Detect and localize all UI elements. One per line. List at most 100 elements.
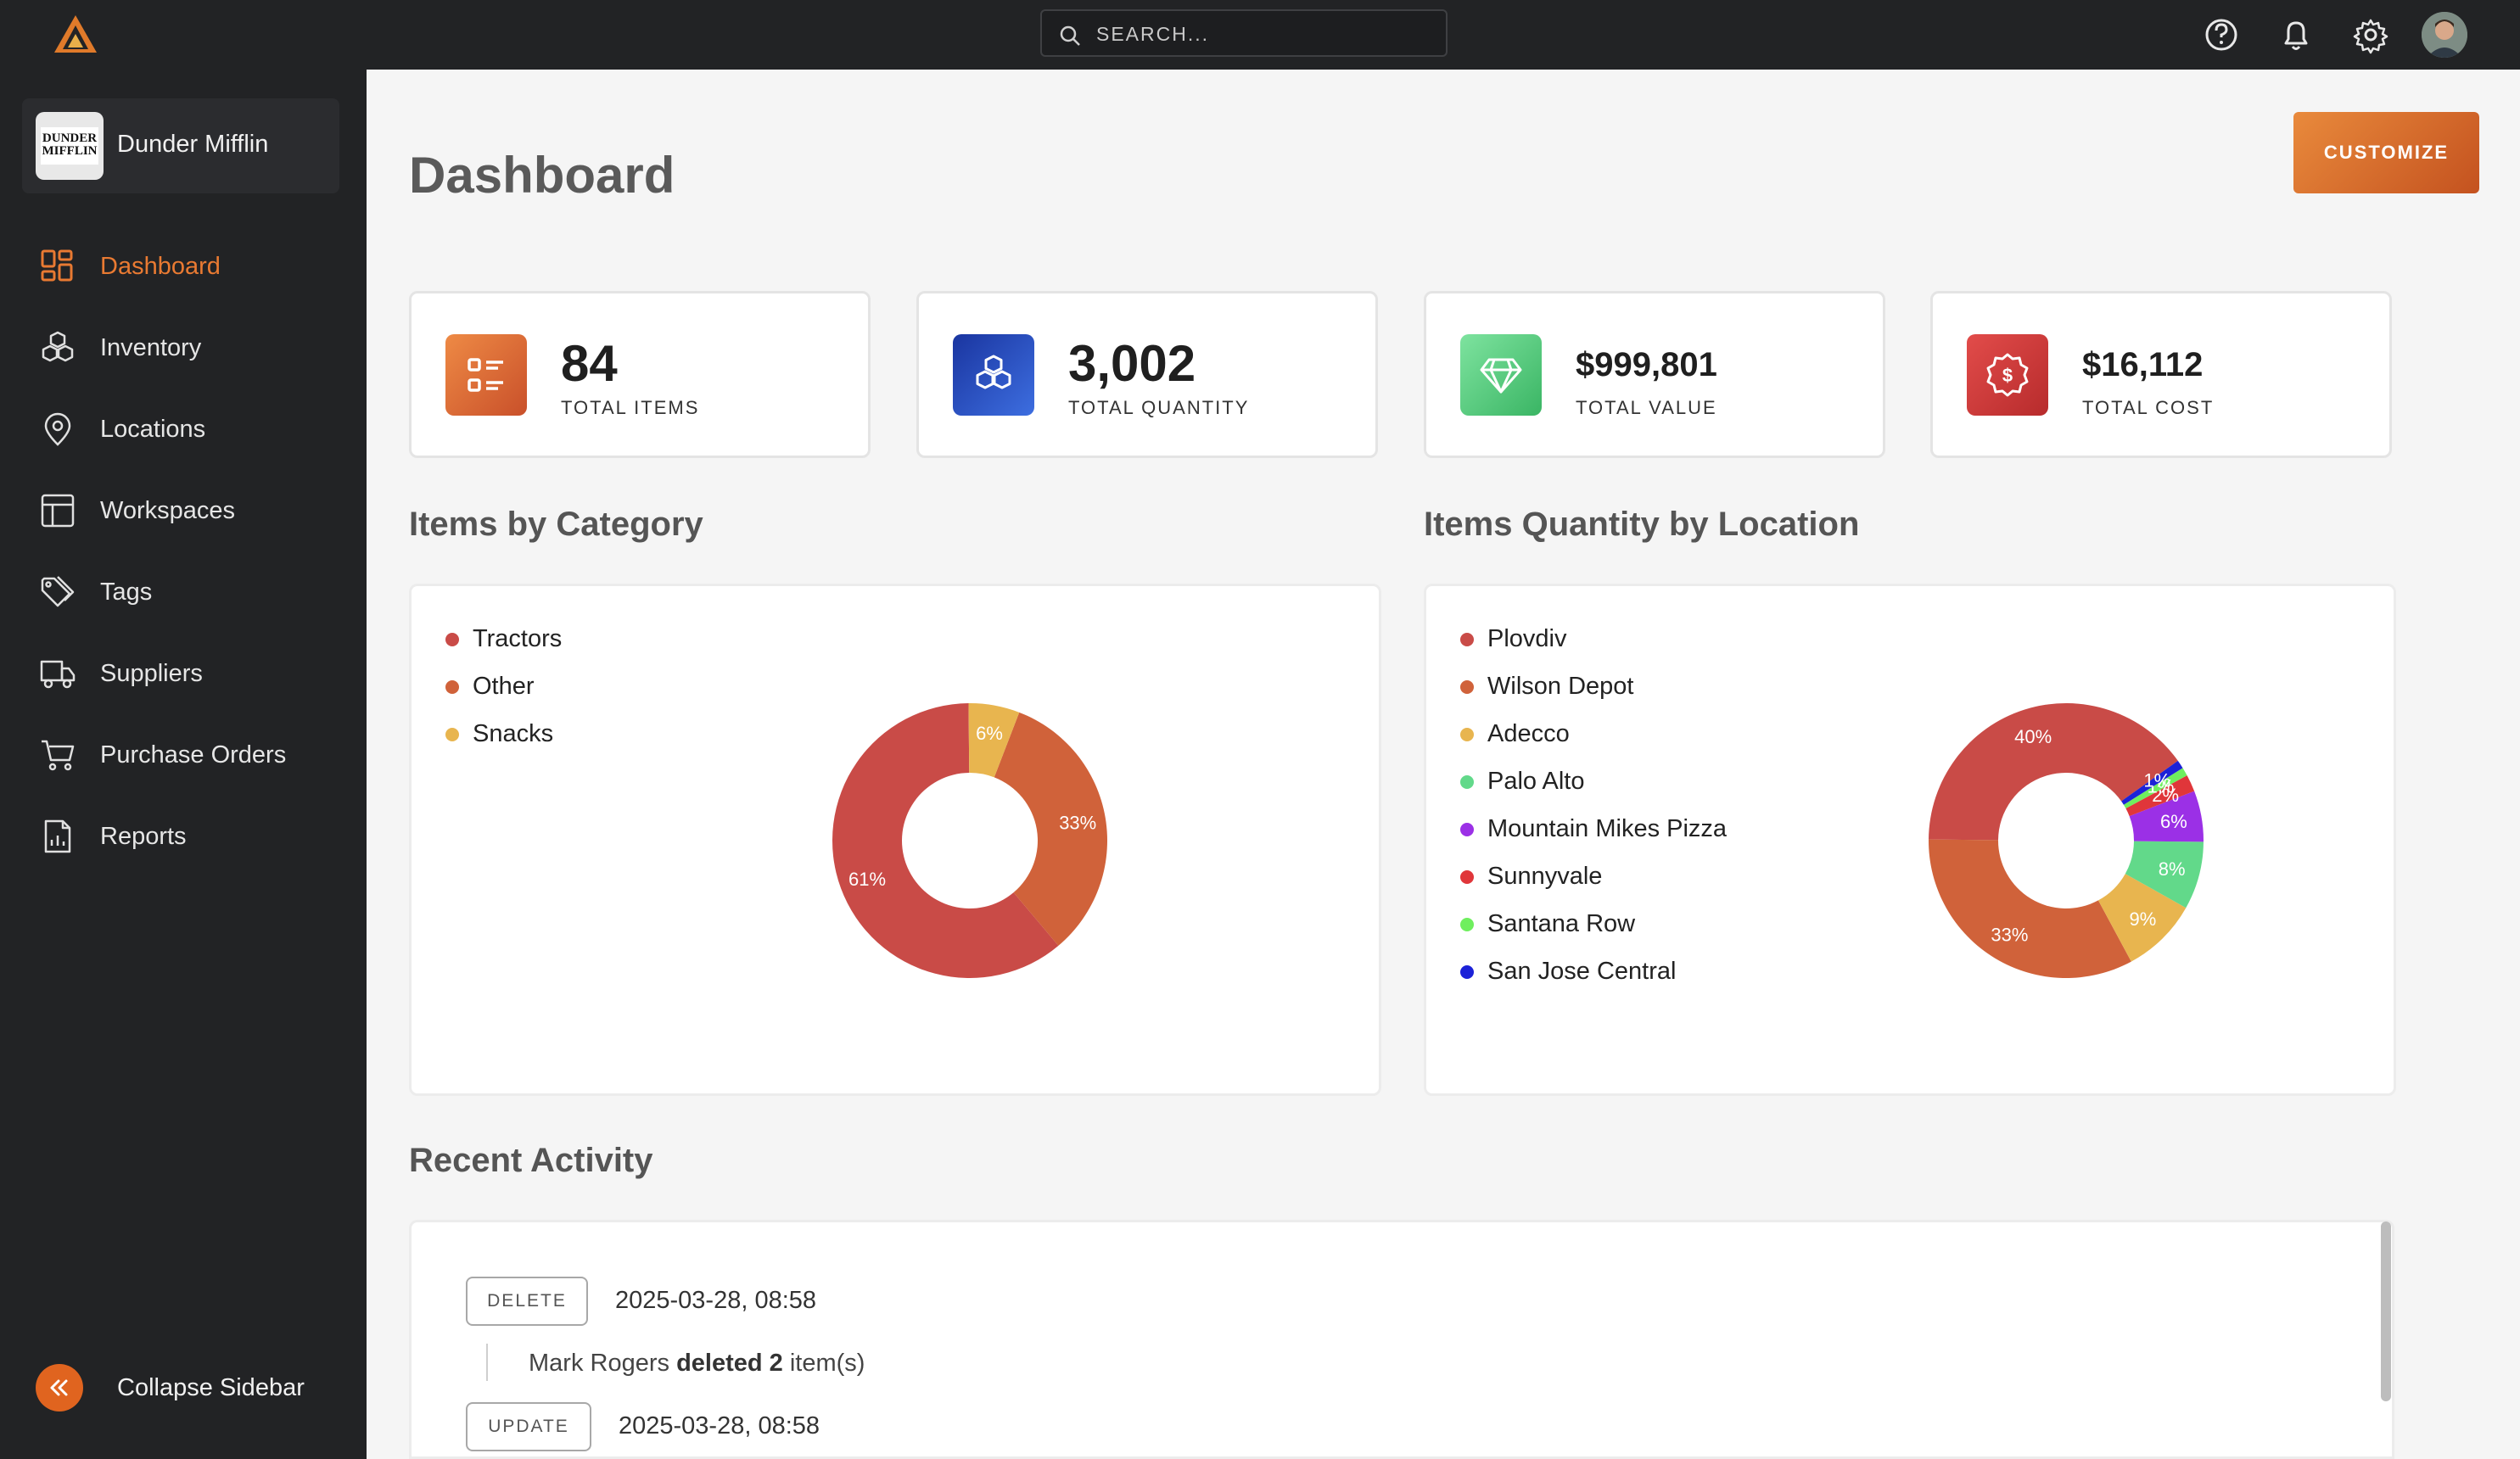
stat-value: 3,002 [1068,335,1196,392]
slice-label-wilson-depot: 33% [1991,924,2028,945]
legend-dot [1460,823,1474,836]
slice-sunnyvale[interactable] [2125,775,2195,817]
chevrons-left-icon [50,1379,68,1396]
activity-card: DELETE 2025-03-28, 08:58 Mark Rogers del… [409,1220,2394,1459]
location-chart-card: Plovdiv Wilson Depot Adecco Palo Alto Mounta… [1424,584,2396,1096]
stat-card-total-value: $999,801 TOTAL VALUE [1424,291,1885,458]
slice-plovdiv[interactable] [1929,703,2178,841]
slice-label-san-jose-central: 1% [2143,769,2170,791]
boxes-icon [42,331,74,362]
page-title: Dashboard [409,147,675,204]
activity-badge-update[interactable]: UPDATE [466,1402,591,1451]
slice-label-plovdiv: 40% [2014,726,2052,747]
sidebar-item-inventory[interactable]: Inventory [0,317,367,377]
sidebar-item-workspaces[interactable]: Workspaces [0,480,367,539]
sidebar-item-label: Reports [100,823,187,850]
activity-object: item(s) [789,1350,865,1377]
stat-label: TOTAL VALUE [1576,397,1717,418]
tags-icon [41,576,75,607]
slice-palo-alto[interactable] [2125,841,2204,908]
org-name: Dunder Mifflin [117,131,269,158]
bell-icon[interactable] [2276,15,2316,54]
activity-time: 2025-03-28, 08:58 [615,1287,817,1314]
legend-dot [1460,728,1474,741]
slice-label-snacks: 6% [976,723,1003,744]
activity-section-title: Recent Activity [409,1142,653,1179]
sidebar-item-tags[interactable]: Tags [0,562,367,621]
legend-label: Wilson Depot [1487,673,1634,700]
sidebar-item-label: Purchase Orders [100,741,287,769]
legend-label: Other [473,673,535,700]
legend-label: Sunnyvale [1487,863,1603,890]
legend-dot [1460,633,1474,646]
slice-tractors[interactable] [832,703,1059,978]
slice-label-tractors: 61% [848,869,886,890]
slice-label-mountain-mikes-pizza: 6% [2160,811,2187,832]
search-icon [1060,25,1080,46]
search-bar[interactable]: SEARCH... [1040,9,1448,57]
slice-snacks[interactable] [968,703,1020,778]
legend-label: Snacks [473,720,554,747]
category-section-title: Items by Category [409,506,703,543]
sidebar-item-locations[interactable]: Locations [0,399,367,458]
avatar[interactable] [2422,12,2467,58]
slice-adecco[interactable] [2097,874,2187,962]
stat-label: TOTAL QUANTITY [1068,397,1250,418]
collapse-circle [36,1364,83,1411]
location-donut-chart: 40%33%9%8%6%2%1%1% [1929,703,2204,978]
legend-dot [1460,965,1474,979]
stat-label: TOTAL COST [2082,397,2215,418]
category-donut-chart: 61% 33% 6% [832,703,1107,978]
sidebar-item-dashboard[interactable]: Dashboard [0,236,367,295]
slice-mountain-mikes-pizza[interactable] [2129,791,2204,842]
legend-label: Plovdiv [1487,625,1567,652]
legend-dot [445,680,459,694]
slice-label-adecco: 9% [2130,908,2157,930]
legend-label: Palo Alto [1487,768,1585,795]
map-pin-icon [44,412,71,446]
category-chart-card: Tractors Other Snacks 61% 33% 6% [409,584,1381,1096]
report-icon [44,819,71,853]
truck-icon [40,660,76,689]
legend-dot [445,728,459,741]
gear-icon[interactable] [2351,15,2390,54]
dollar-badge-icon: $ [1967,334,2048,416]
stat-label: TOTAL ITEMS [561,397,700,418]
sidebar-item-label: Tags [100,579,153,606]
sidebar-item-reports[interactable]: Reports [0,806,367,865]
slice-other[interactable] [994,712,1107,946]
sidebar-item-suppliers[interactable]: Suppliers [0,643,367,702]
sidebar-item-purchase-orders[interactable]: Purchase Orders [0,724,367,784]
search-input[interactable]: SEARCH... [1096,23,1210,45]
layout-icon [41,494,75,528]
sidebar: DUNDER MIFFLIN Dunder Mifflin Dashboard I… [0,70,367,1459]
activity-badge-delete[interactable]: DELETE [466,1277,588,1326]
slice-santana-row[interactable] [2123,768,2187,809]
top-bar: SEARCH... [0,0,2520,70]
diamond-icon [1460,334,1542,416]
slice-san-jose-central[interactable] [2121,760,2183,805]
stat-card-total-quantity: 3,002 TOTAL QUANTITY [916,291,1378,458]
sidebar-item-label: Workspaces [100,497,236,524]
legend-label: San Jose Central [1487,958,1677,985]
legend-label: Adecco [1487,720,1570,747]
legend-dot [1460,918,1474,931]
activity-description: Mark Rogers deleted 2 item(s) [529,1350,865,1378]
legend-dot [445,633,459,646]
stat-card-total-items: 84 TOTAL ITEMS [409,291,871,458]
sidebar-item-label: Dashboard [100,253,221,280]
activity-scrollbar[interactable] [2381,1221,2391,1401]
legend-label: Tractors [473,625,563,652]
activity-action: deleted 2 [676,1350,783,1377]
slice-wilson-depot[interactable] [1929,839,2131,978]
legend-dot [1460,775,1474,789]
sidebar-item-label: Suppliers [100,660,203,687]
org-switcher[interactable]: DUNDER MIFFLIN Dunder Mifflin [22,98,339,193]
app-logo[interactable] [53,14,98,54]
customize-button[interactable]: CUSTOMIZE [2293,112,2479,193]
stat-card-total-cost: $ $16,112 TOTAL COST [1930,291,2392,458]
stat-value: 84 [561,335,618,392]
collapse-sidebar-button[interactable]: Collapse Sidebar [0,1352,367,1420]
help-icon[interactable] [2202,15,2241,54]
legend-dot [1460,870,1474,884]
